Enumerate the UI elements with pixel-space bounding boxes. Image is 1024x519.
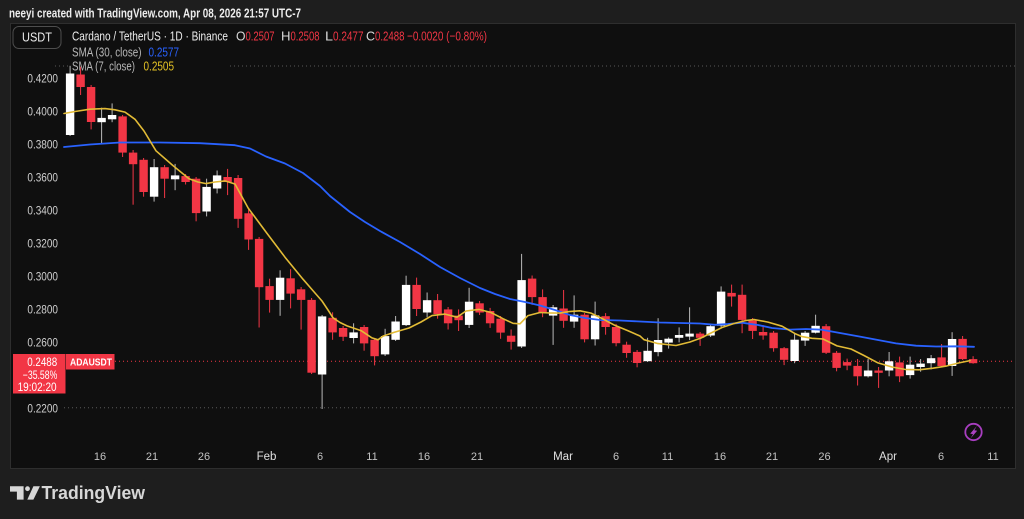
svg-text:USDT: USDT [22,31,52,45]
svg-text:0.2508: 0.2508 [291,29,320,44]
svg-text:0.3800: 0.3800 [27,140,58,152]
svg-text:Apr: Apr [879,451,897,463]
svg-text:0.2800: 0.2800 [27,305,58,317]
svg-text:0.2488: 0.2488 [27,357,57,369]
svg-text:−35.58%: −35.58% [23,370,58,382]
svg-text:0.3000: 0.3000 [27,272,58,284]
svg-text:11: 11 [662,451,673,463]
svg-text:26: 26 [198,451,210,463]
svg-text:0.2200: 0.2200 [27,404,58,416]
svg-text:21: 21 [766,451,778,463]
svg-text:C: C [366,29,375,44]
svg-text:11: 11 [366,451,377,463]
svg-text:0.2600: 0.2600 [27,338,58,350]
svg-text:0.4000: 0.4000 [27,107,58,119]
svg-text:neeyi created with TradingView: neeyi created with TradingView.com, Apr … [9,6,301,21]
svg-text:O: O [236,29,246,44]
svg-text:0.3200: 0.3200 [27,239,58,251]
svg-text:Feb: Feb [257,451,277,463]
svg-text:0.2488: 0.2488 [375,29,405,44]
svg-text:16: 16 [94,451,106,463]
svg-text:0.3400: 0.3400 [27,206,58,218]
svg-text:0.3600: 0.3600 [27,173,58,185]
svg-text:0.2577: 0.2577 [149,45,180,60]
svg-text:6: 6 [938,451,944,463]
svg-text:SMA (7, close): SMA (7, close) [72,59,135,74]
svg-text:6: 6 [613,451,619,463]
svg-text:16: 16 [714,451,726,463]
svg-text:21: 21 [471,451,483,463]
svg-text:0.2477: 0.2477 [333,29,364,44]
svg-text:SMA (30, close): SMA (30, close) [72,45,142,60]
svg-text:11: 11 [987,451,998,463]
svg-text:Mar: Mar [553,451,573,463]
svg-text:−0.0020 (−0.80%): −0.0020 (−0.80%) [407,29,487,44]
svg-text:16: 16 [418,451,430,463]
svg-text:6: 6 [317,451,323,463]
svg-text:ADAUSDT: ADAUSDT [70,357,112,369]
svg-text:TradingView: TradingView [42,482,146,503]
svg-text:0.2505: 0.2505 [144,59,175,74]
svg-text:0.2507: 0.2507 [246,29,275,44]
svg-text:Cardano / TetherUS · 1D · Bina: Cardano / TetherUS · 1D · Binance [72,29,228,44]
svg-text:26: 26 [818,451,830,463]
svg-text:21: 21 [146,451,158,463]
svg-text:H: H [281,29,291,44]
svg-text:19:02:20: 19:02:20 [18,382,57,394]
svg-text:0.4200: 0.4200 [27,74,58,86]
svg-text:L: L [325,29,333,44]
